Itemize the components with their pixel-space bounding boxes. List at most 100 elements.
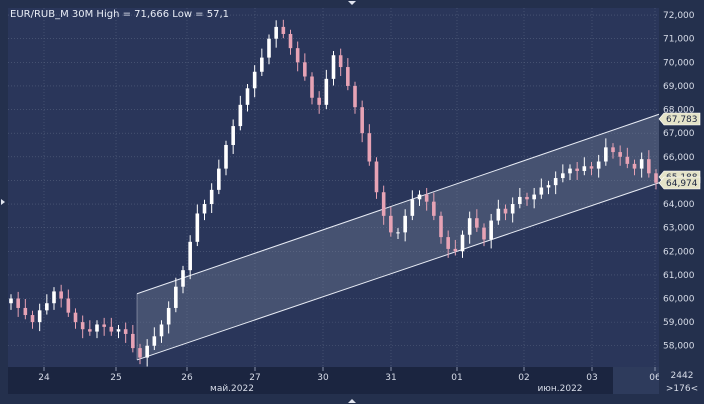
- candle-body: [553, 178, 558, 186]
- chart-title: EUR/RUB_M 30M High = 71,666 Low = 57,1: [10, 9, 229, 20]
- y-tick-label-10: 62,000: [663, 247, 695, 257]
- scroll-offset-label[interactable]: >176<: [666, 384, 698, 394]
- candle-body: [217, 168, 221, 190]
- price-marker-shape: [658, 112, 701, 126]
- candle: [166, 301, 171, 334]
- candle-body: [66, 298, 71, 313]
- candle: [30, 310, 35, 329]
- candles: [9, 19, 658, 367]
- candle: [475, 209, 479, 232]
- y-tick-label-9: 63,000: [663, 224, 695, 234]
- y-tick-label-6: 66,000: [663, 153, 695, 163]
- candle-body: [396, 232, 400, 234]
- bottom-collapse-arrow-icon[interactable]: [348, 399, 356, 403]
- candle-body: [260, 57, 264, 72]
- axis-corner: [659, 367, 704, 394]
- candle: [274, 20, 278, 48]
- candle-body: [288, 33, 293, 49]
- y-tick-label-14: 58,000: [663, 342, 695, 352]
- candle: [109, 317, 114, 336]
- candle: [195, 204, 200, 247]
- candle-body: [152, 336, 157, 346]
- time-axis-highlight: [613, 367, 659, 394]
- candle-body: [417, 194, 422, 200]
- channel-upper-line[interactable]: [136, 113, 660, 295]
- candle: [238, 95, 243, 131]
- candle: [317, 91, 321, 114]
- candle: [295, 41, 300, 72]
- candle-body: [88, 329, 92, 332]
- x-tick-label-2: 26: [181, 373, 193, 383]
- candle-body: [568, 168, 572, 174]
- candle-body: [181, 270, 185, 287]
- candle-body: [632, 163, 637, 169]
- candle: [532, 187, 536, 209]
- candle-body: [138, 348, 142, 358]
- x-tick-label-8: 03: [586, 373, 597, 383]
- bars-count-label: 2442: [671, 371, 694, 381]
- price-markers: 67,78365,18864,974: [658, 112, 701, 190]
- candle: [396, 228, 400, 239]
- candle: [138, 343, 142, 365]
- candle-body: [30, 315, 35, 323]
- candle: [45, 294, 49, 315]
- candle-body: [432, 201, 436, 216]
- candle-body: [654, 173, 658, 183]
- candle: [489, 213, 493, 249]
- candle-body: [532, 194, 536, 200]
- candle: [260, 48, 264, 77]
- candle-body: [274, 26, 278, 39]
- candle-body: [224, 144, 228, 169]
- candle: [432, 192, 436, 221]
- grid-lines: [8, 8, 659, 367]
- time-axis-labels: 24 25 26 27 30 31 01 02 03 06 май.2022 июн.2022: [38, 367, 661, 394]
- candle: [281, 19, 286, 39]
- y-tick-label-13: 59,000: [663, 318, 695, 328]
- candle: [510, 197, 515, 223]
- left-collapse-arrow-icon[interactable]: [1, 199, 5, 205]
- candle: [224, 140, 228, 176]
- candle: [252, 65, 257, 98]
- candle: [324, 69, 329, 110]
- candle-body: [202, 204, 207, 214]
- candle-body: [231, 126, 235, 145]
- candle: [647, 150, 651, 178]
- candle-body: [374, 161, 379, 193]
- candle: [23, 298, 28, 320]
- price-marker-0[interactable]: 67,783: [658, 112, 701, 126]
- x-tick-label-0: 24: [38, 373, 50, 383]
- candle-body: [467, 218, 472, 235]
- candle: [460, 230, 465, 258]
- candle: [625, 147, 630, 169]
- candle: [561, 164, 565, 183]
- y-tick-label-8: 64,000: [663, 200, 695, 210]
- candle: [360, 100, 364, 143]
- candle: [654, 169, 658, 190]
- candle-body: [539, 187, 544, 195]
- price-marker-2[interactable]: 64,974: [658, 176, 701, 190]
- candle-body: [496, 208, 501, 221]
- price-marker-label: 67,783: [666, 115, 698, 125]
- candle-body: [159, 324, 164, 337]
- candle: [152, 327, 157, 350]
- candle: [188, 235, 192, 280]
- top-collapse-arrow-icon[interactable]: [348, 1, 356, 5]
- candle-body: [238, 104, 243, 127]
- y-tick-label-1: 71,000: [663, 35, 695, 45]
- candle: [217, 159, 221, 195]
- channel-lower-line[interactable]: [136, 182, 660, 361]
- candle-body: [123, 329, 128, 334]
- candle: [16, 291, 20, 317]
- candle: [575, 161, 579, 180]
- y-tick-label-0: 72,000: [663, 11, 695, 21]
- candle: [582, 157, 587, 176]
- price-marker-shape: [658, 176, 701, 190]
- candle-body: [16, 298, 20, 308]
- candle-body: [324, 78, 329, 105]
- x-tick-label-1: 25: [110, 373, 121, 383]
- candle: [417, 190, 422, 206]
- candle: [367, 124, 372, 166]
- candle-body: [460, 234, 465, 252]
